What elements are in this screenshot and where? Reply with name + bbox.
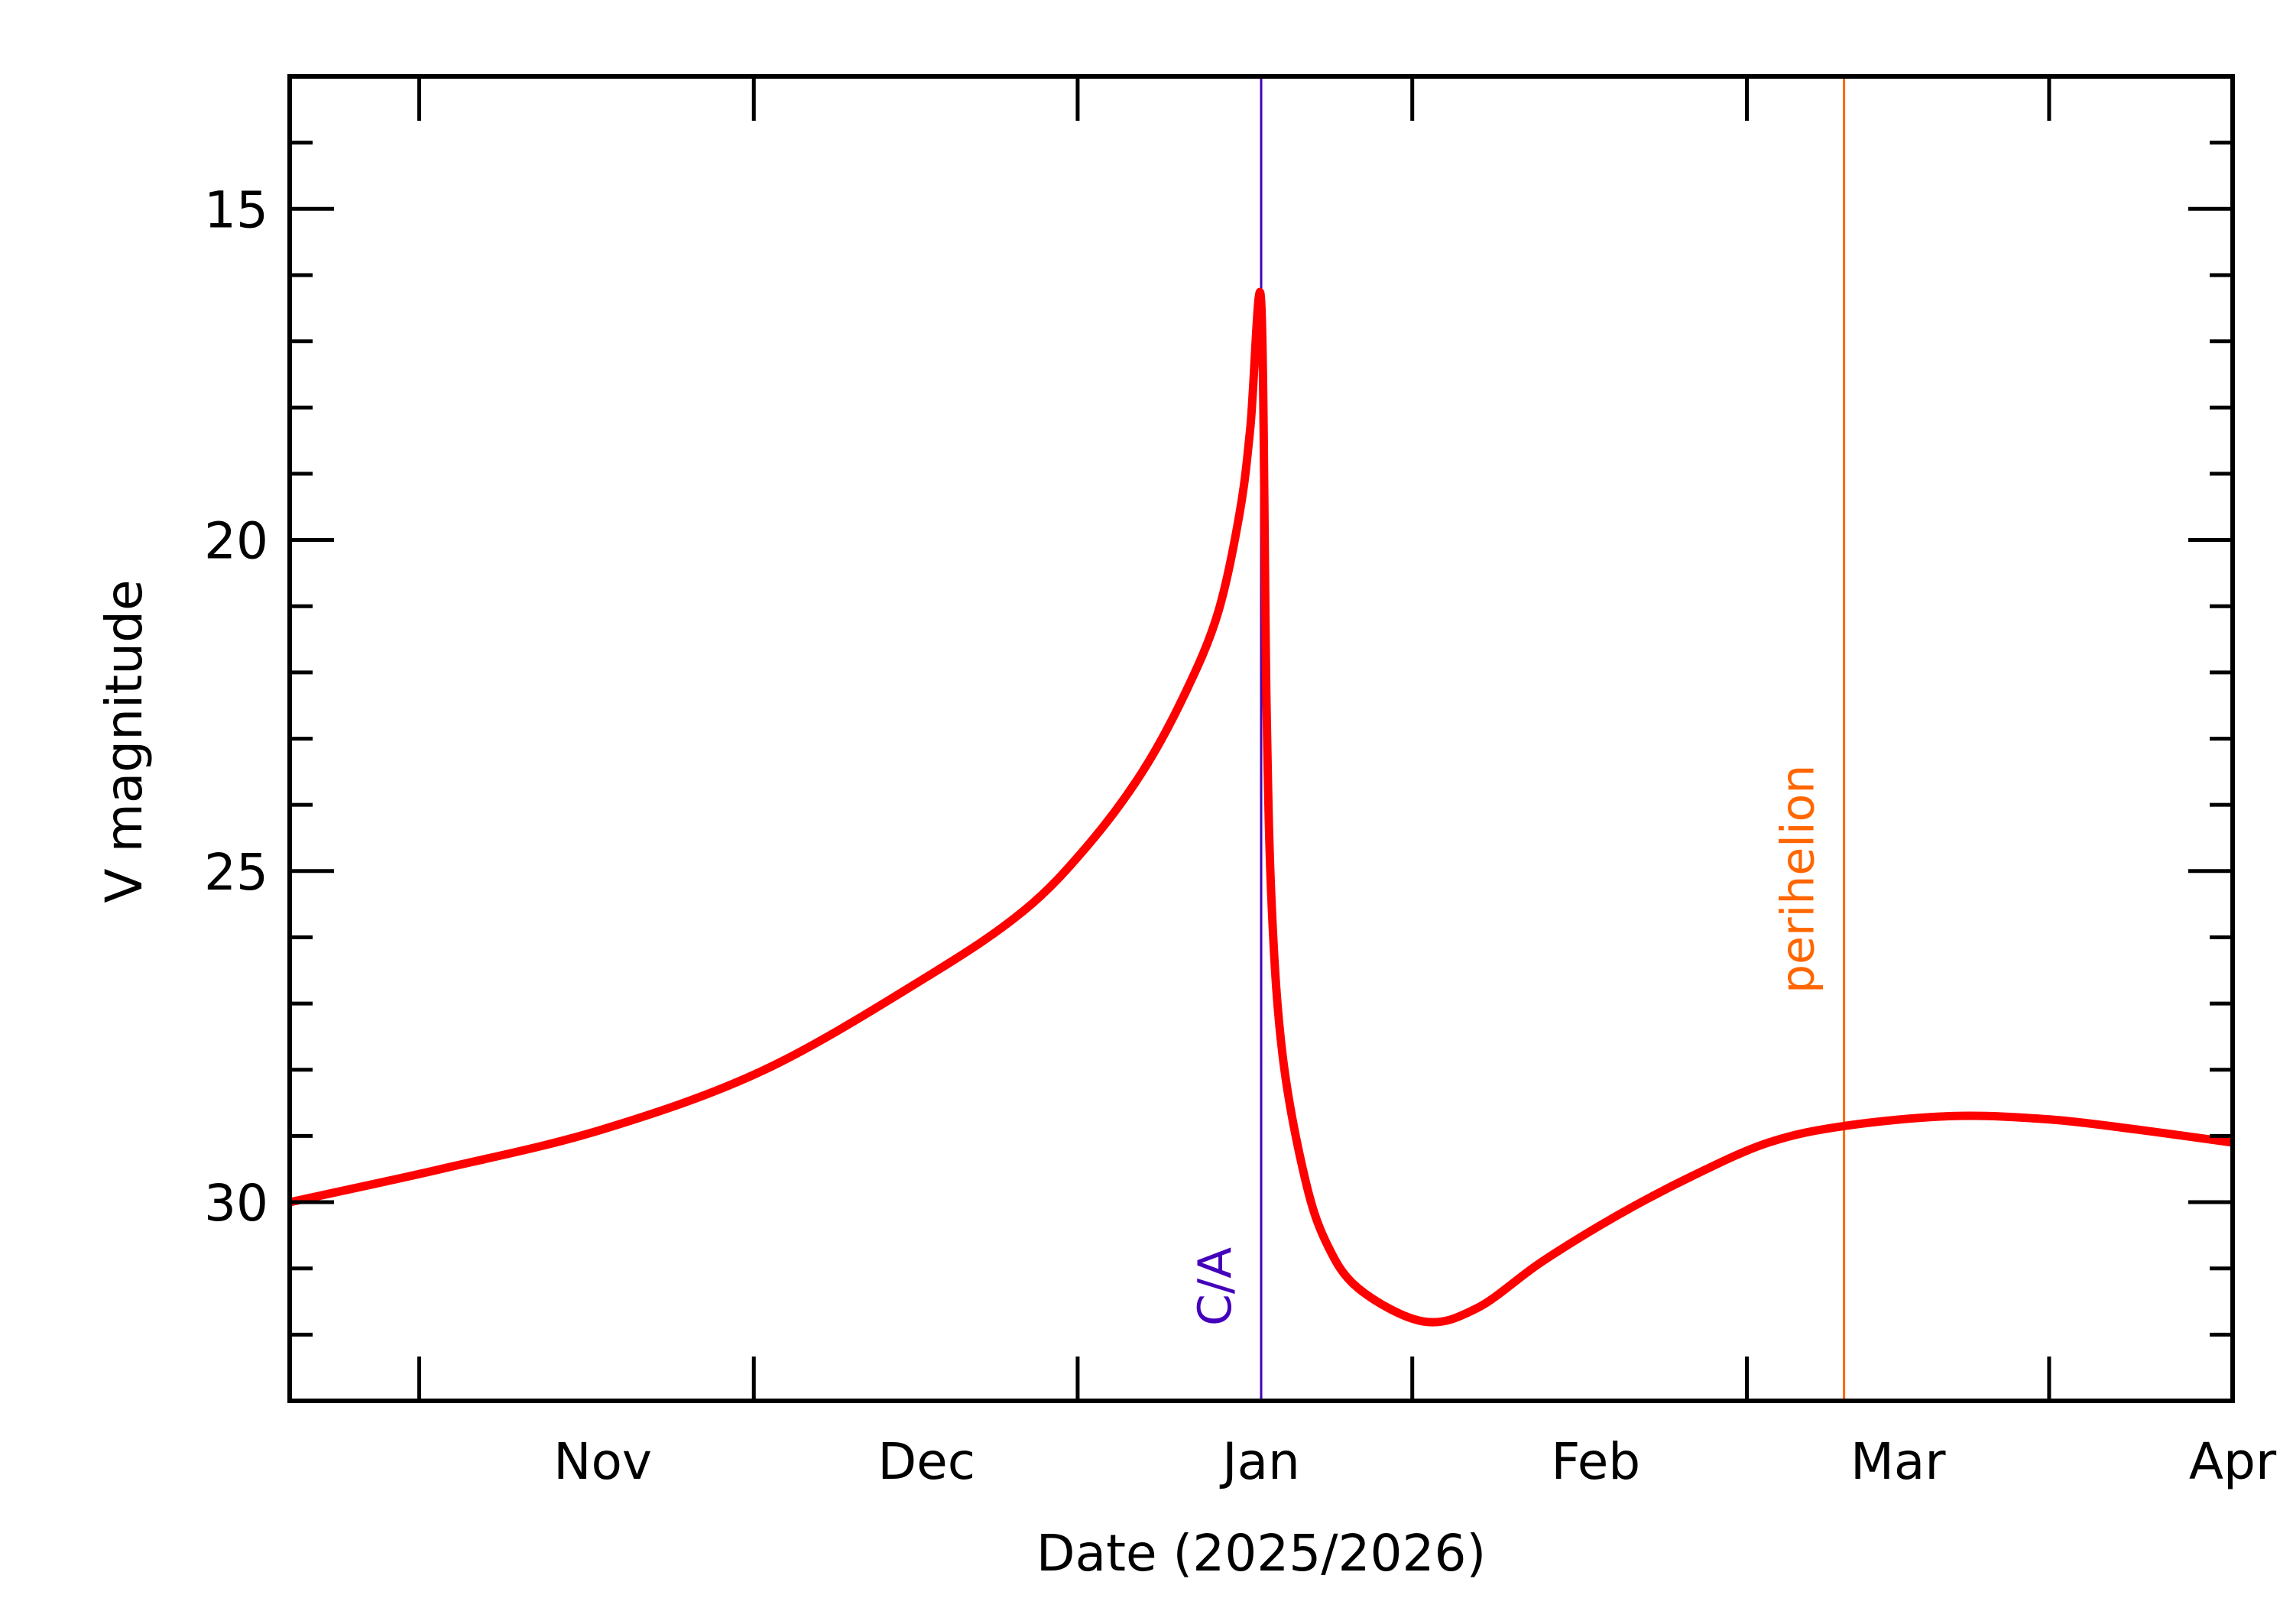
magnitude-curve <box>288 288 2233 1327</box>
y-axis-label: V magnitude <box>95 579 154 903</box>
annotation-label-0: C/A <box>1189 1247 1242 1326</box>
x-tick-label: Nov <box>553 1432 652 1491</box>
x-tick-label: Jan <box>1219 1432 1300 1491</box>
y-tick-label: 30 <box>204 1174 268 1233</box>
y-tick-label: 15 <box>204 180 268 239</box>
annotation-label-1: perihelion <box>1772 765 1825 994</box>
x-tick-label: Mar <box>1850 1432 1946 1491</box>
y-tick-label: 20 <box>204 512 268 571</box>
x-tick-label: Feb <box>1551 1432 1640 1491</box>
x-axis-label: Date (2025/2026) <box>1036 1524 1486 1583</box>
y-tick-label: 25 <box>204 843 268 902</box>
x-tick-label: Apr <box>2189 1432 2277 1491</box>
x-tick-label: Dec <box>877 1432 975 1491</box>
